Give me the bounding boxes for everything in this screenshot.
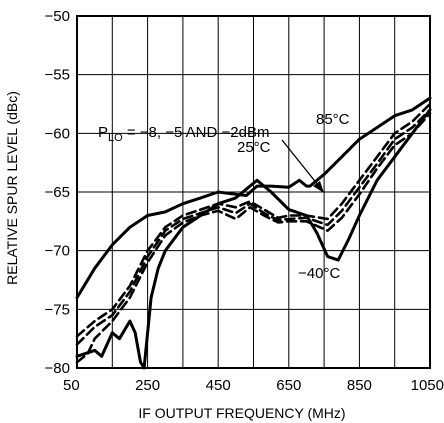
y-axis-title: RELATIVE SPUR LEVEL (dBc) xyxy=(4,91,20,285)
x-tick-label: 450 xyxy=(206,377,231,394)
y-tick-label: −60 xyxy=(45,125,70,142)
x-tick-label: 650 xyxy=(276,377,301,394)
x-tick-label: 250 xyxy=(135,377,160,394)
plo-annotation: PLO = −8, −5 AND −2dBm xyxy=(98,124,269,144)
y-tick-labels: −50 −55 −60 −65 −70 −75 −80 xyxy=(45,8,70,377)
grid xyxy=(77,16,430,368)
y-tick-label: −75 xyxy=(45,301,70,318)
y-tick-label: −50 xyxy=(45,8,70,25)
x-tick-label: 50 xyxy=(63,377,80,394)
y-tick-label: −70 xyxy=(45,243,70,260)
y-tick-label: −55 xyxy=(45,67,70,84)
label-25c: 25°C xyxy=(237,139,271,156)
label-minus40c: −40°C xyxy=(298,265,340,282)
y-tick-label: −80 xyxy=(45,360,70,377)
plo-rest: = −8, −5 AND −2dBm xyxy=(123,124,270,141)
plot-frame xyxy=(76,15,431,369)
label-85c: 85°C xyxy=(316,111,350,128)
series-layer xyxy=(75,96,432,370)
x-tick-label: 1050 xyxy=(411,377,444,394)
annotation-leader-line xyxy=(281,139,319,186)
y-tick-label: −65 xyxy=(45,184,70,201)
x-tick-labels: 50 250 450 650 850 1050 xyxy=(63,377,444,394)
annotation-arrowhead xyxy=(313,181,324,193)
plo-subscript: LO xyxy=(108,132,123,144)
series-line-3 xyxy=(75,102,432,338)
x-tick-label: 850 xyxy=(347,377,372,394)
series-line-4 xyxy=(75,108,432,346)
x-axis-title: IF OUTPUT FREQUENCY (MHz) xyxy=(138,405,345,421)
series-line-5 xyxy=(75,112,432,364)
plo-prefix: P xyxy=(98,124,108,141)
